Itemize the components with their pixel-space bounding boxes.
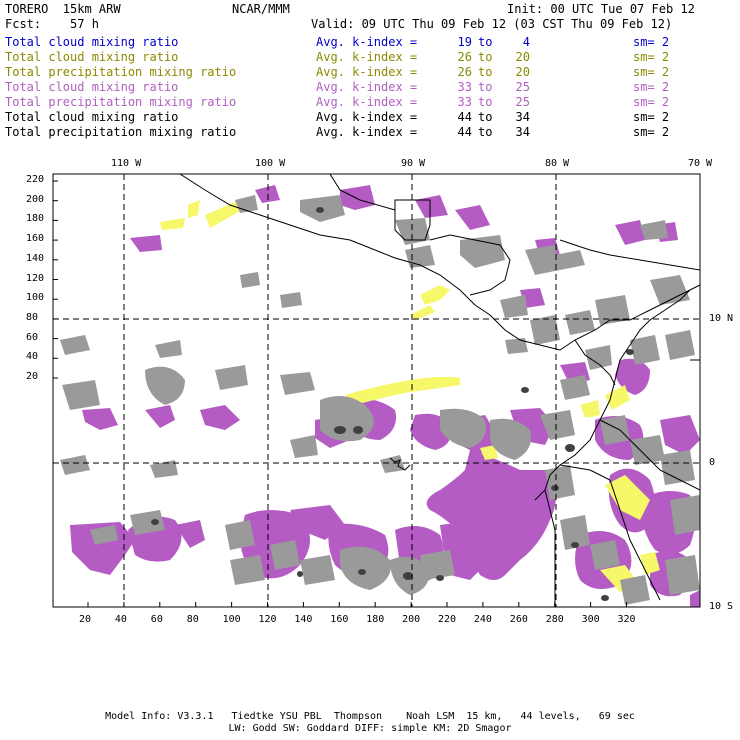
legend-to-value: 34 <box>515 110 530 124</box>
legend-smoothing: sm= 2 <box>633 35 670 49</box>
x-tick-label: 180 <box>366 614 385 625</box>
legend-to-value: 4 <box>522 35 530 49</box>
gray-cloud-areas <box>60 195 700 605</box>
legend-avg-label: Avg. k-index = <box>316 80 418 94</box>
legend-to-value: 20 <box>515 65 530 79</box>
model-info-line2: LW: Godd SW: Goddard DIFF: simple KM: 2D… <box>228 723 512 734</box>
legend-field-name: Total cloud mixing ratio <box>5 50 179 64</box>
legend-field-name: Total cloud mixing ratio <box>5 35 179 49</box>
lat-label-10n: 10 N <box>709 313 734 324</box>
legend-to-value: 25 <box>515 80 530 94</box>
lat-label-0: 0 <box>709 457 716 468</box>
legend-to-word: to <box>478 35 493 49</box>
forecast-hour: Fcst: 57 h <box>5 17 99 31</box>
x-tick-label: 80 <box>186 614 199 625</box>
y-tick-label: 160 <box>26 233 45 245</box>
legend-to-word: to <box>478 110 493 124</box>
lon-label-110w: 110 W <box>111 158 142 169</box>
x-tick-label: 220 <box>438 614 457 625</box>
legend-field-name: Total precipitation mixing ratio <box>5 65 237 79</box>
legend-smoothing: sm= 2 <box>633 65 670 79</box>
legend-to-word: to <box>478 125 493 139</box>
x-tick-label: 260 <box>509 614 528 625</box>
legend-to-word: to <box>478 95 493 109</box>
x-tick-label: 240 <box>473 614 492 625</box>
y-tick-label: 180 <box>26 213 45 225</box>
lon-label-70w: 70 W <box>688 158 713 169</box>
legend-avg-label: Avg. k-index = <box>316 125 418 139</box>
axis-tickmarks <box>53 180 627 607</box>
model-info-line1: Model Info: V3.3.1 Tiedtke YSU PBL Thomp… <box>105 711 635 722</box>
legend-smoothing: sm= 2 <box>633 125 670 139</box>
lon-label-90w: 90 W <box>401 158 426 169</box>
legend-to-value: 20 <box>515 50 530 64</box>
legend-to-value: 34 <box>515 125 530 139</box>
legend-to-word: to <box>478 65 493 79</box>
legend-from-value: 26 <box>457 65 472 79</box>
y-tick-label: 120 <box>26 272 45 284</box>
legend-smoothing: sm= 2 <box>633 95 670 109</box>
legend-from-value: 44 <box>457 125 472 139</box>
legend-to-word: to <box>478 80 493 94</box>
legend-avg-label: Avg. k-index = <box>316 110 418 124</box>
x-tick-label: 200 <box>402 614 421 625</box>
x-tick-label: 20 <box>79 614 92 625</box>
coastlines <box>179 174 700 607</box>
y-tick-label: 80 <box>26 311 39 323</box>
legend-to-value: 25 <box>515 95 530 109</box>
legend-from-value: 19 <box>457 35 472 49</box>
y-tick-label: 20 <box>26 371 39 382</box>
y-tick-label: 220 <box>26 174 45 185</box>
legend-field-name: Total precipitation mixing ratio <box>5 125 237 139</box>
lat-lon-grid <box>53 174 700 607</box>
x-tick-label: 300 <box>581 614 600 625</box>
organization-label: NCAR/MMM <box>232 2 290 16</box>
legend-avg-label: Avg. k-index = <box>316 65 418 79</box>
x-tick-label: 100 <box>222 614 241 625</box>
legend-avg-label: Avg. k-index = <box>316 50 418 64</box>
dark-cloud-cores <box>151 207 634 601</box>
y-tick-label: 40 <box>26 351 39 363</box>
legend-smoothing: sm= 2 <box>633 110 670 124</box>
legend-field-name: Total cloud mixing ratio <box>5 110 179 124</box>
x-tick-label: 120 <box>258 614 277 625</box>
legend-to-word: to <box>478 50 493 64</box>
legend-smoothing: sm= 2 <box>633 50 670 64</box>
valid-time: Valid: 09 UTC Thu 09 Feb 12 (03 CST Thu … <box>311 17 673 31</box>
model-title: TORERO 15km ARW <box>5 2 121 16</box>
x-tick-label: 160 <box>330 614 349 625</box>
precip-layer <box>60 185 700 607</box>
legend-from-value: 26 <box>457 50 472 64</box>
map-frame <box>52 173 701 608</box>
lon-label-80w: 80 W <box>545 158 570 169</box>
legend-field-name: Total precipitation mixing ratio <box>5 95 237 109</box>
x-tick-label: 140 <box>294 614 313 625</box>
legend-field-name: Total cloud mixing ratio <box>5 80 179 94</box>
x-tick-label: 280 <box>545 614 564 625</box>
y-tick-label: 100 <box>26 292 45 304</box>
x-tick-label: 40 <box>114 614 127 625</box>
y-tick-label: 200 <box>26 193 45 205</box>
y-tick-label: 140 <box>26 252 45 264</box>
lon-label-100w: 100 W <box>255 158 286 169</box>
x-tick-label: 320 <box>617 614 636 625</box>
legend-avg-label: Avg. k-index = <box>316 35 418 49</box>
yellow-precip-areas <box>160 200 660 592</box>
legend-from-value: 44 <box>457 110 472 124</box>
legend-from-value: 33 <box>457 80 472 94</box>
legend-from-value: 33 <box>457 95 472 109</box>
legend-avg-label: Avg. k-index = <box>316 95 418 109</box>
lat-label-10s: 10 S <box>709 601 734 612</box>
init-time: Init: 00 UTC Tue 07 Feb 12 <box>507 2 695 16</box>
x-tick-label: 60 <box>150 614 163 625</box>
legend-smoothing: sm= 2 <box>633 80 670 94</box>
y-tick-label: 60 <box>26 331 39 343</box>
